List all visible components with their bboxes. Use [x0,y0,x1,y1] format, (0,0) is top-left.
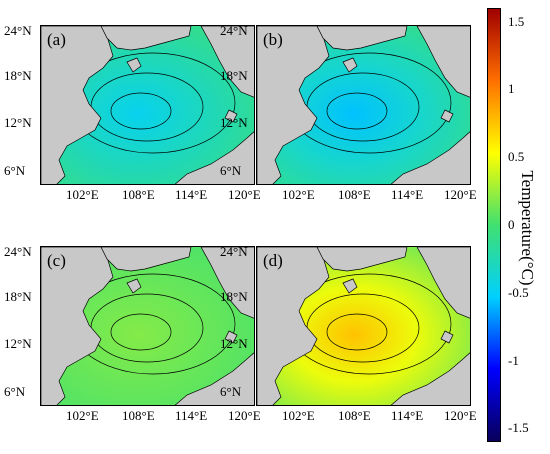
lat-tick-label: 24°N [4,23,32,38]
land-mass [416,247,470,319]
lon-tick-label: 120°E [444,408,477,423]
colorbar-tick-label: -1.5 [508,420,529,436]
land-mass [41,26,114,184]
land-mass [390,131,470,184]
lat-tick-label: 12°N [220,115,248,130]
land-mass [342,57,358,73]
contour-line [110,92,172,130]
land-mass [390,352,470,405]
colorbar-tick-label: 1.5 [508,13,525,29]
land-mass [200,26,254,98]
lat-tick-label: 6°N [4,384,26,399]
land-mass [174,352,254,405]
lon-tick-label: 114°E [391,187,424,202]
lon-tick-label: 120°E [228,408,261,423]
land-mass [440,109,454,123]
land-mass [316,247,408,272]
lon-tick-label: 108°E [338,187,371,202]
lat-tick-label: 18°N [220,289,248,304]
map-panel-c: (c) [40,246,255,406]
land-mass [41,247,114,405]
lon-tick-label: 108°E [338,408,371,423]
land-mass [416,26,470,98]
land-mass [174,131,254,184]
sst-map-b [257,26,470,184]
lat-tick-label: 24°N [4,244,32,259]
lat-tick-label: 12°N [4,336,32,351]
land-mass [316,26,408,51]
colorbar-tick-label: 0.5 [508,149,525,165]
panel-label: (a) [47,30,66,49]
lon-tick-label: 120°E [444,187,477,202]
lat-tick-label: 18°N [4,289,32,304]
land-mass [200,247,254,319]
lon-tick-label: 120°E [228,187,261,202]
panel-label: (d) [263,251,283,270]
lat-tick-label: 6°N [4,163,26,178]
lat-tick-label: 12°N [4,115,32,130]
lon-tick-label: 102°E [66,408,99,423]
lat-tick-label: 24°N [220,23,248,38]
contour-line [326,92,388,130]
lat-tick-label: 18°N [4,68,32,83]
lon-tick-label: 108°E [122,187,155,202]
land-mass [126,57,142,73]
lon-tick-label: 114°E [175,408,208,423]
lon-tick-label: 108°E [122,408,155,423]
land-mass [342,278,358,294]
colorbar-title: Temperature(°C) [518,170,537,286]
colorbar-tick-label: -1 [508,352,519,368]
lat-tick-label: 6°N [220,163,242,178]
lon-tick-label: 102°E [282,408,315,423]
sst-map-d [257,247,470,405]
colorbar-tick-label: -0.5 [508,284,529,300]
contour-line [110,313,172,351]
colorbar-tick-label: 1 [508,81,515,97]
lat-tick-label: 6°N [220,384,242,399]
land-mass [257,26,330,184]
land-mass [126,278,142,294]
panel-label: (c) [47,251,66,270]
lon-tick-label: 102°E [282,187,315,202]
lon-tick-label: 114°E [391,408,424,423]
land-mass [440,330,454,344]
lat-tick-label: 12°N [220,336,248,351]
lat-tick-label: 24°N [220,244,248,259]
sst-map-a [41,26,254,184]
map-panel-a: (a) [40,25,255,185]
land-mass [224,330,238,344]
lon-tick-label: 102°E [66,187,99,202]
map-panel-b: (b) [256,25,471,185]
colorbar [487,8,501,442]
lat-tick-label: 18°N [220,68,248,83]
lon-tick-label: 114°E [175,187,208,202]
land-mass [100,26,192,51]
land-mass [100,247,192,272]
sst-map-c [41,247,254,405]
contour-line [326,313,388,351]
colorbar-tick-label: 0 [508,217,515,232]
land-mass [224,109,238,123]
land-mass [257,247,330,405]
map-panel-d: (d) [256,246,471,406]
panel-label: (b) [263,30,283,49]
